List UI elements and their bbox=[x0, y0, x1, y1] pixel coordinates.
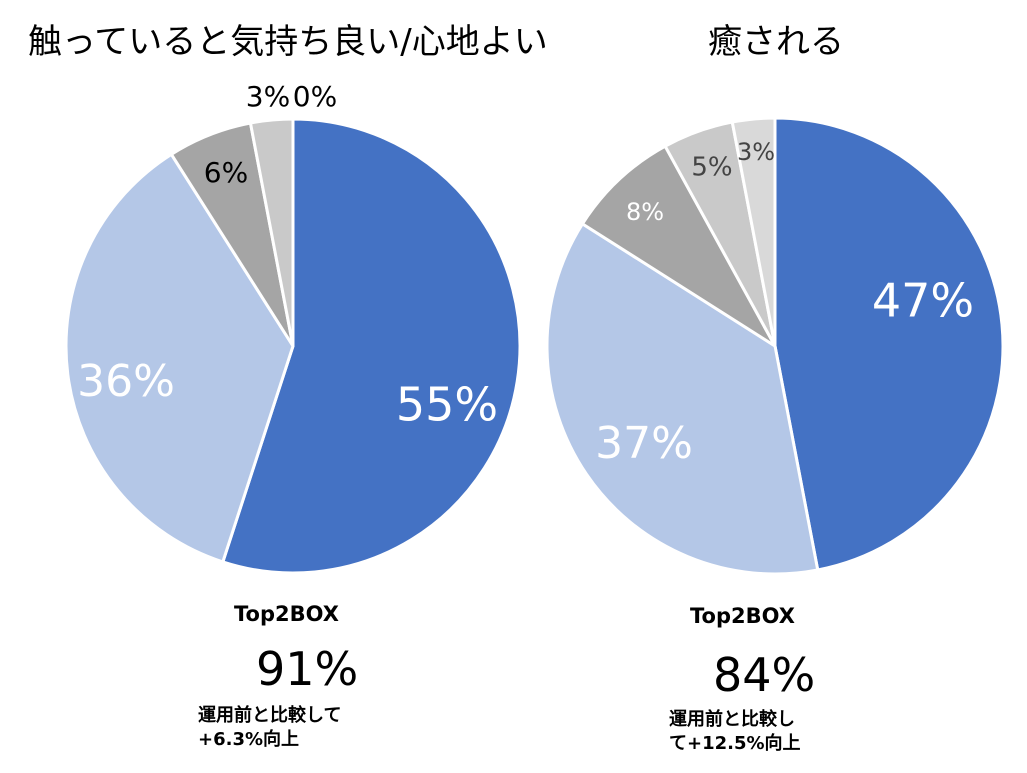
right-pie-label-3: 8% bbox=[626, 198, 664, 226]
left-pie-slice-2 bbox=[64, 152, 295, 564]
left-note-line-1: 運用前と比較して bbox=[198, 705, 342, 726]
left-pie-label-1: 55% bbox=[396, 378, 498, 432]
right-pie-label-4: 5% bbox=[691, 153, 732, 183]
left-top2box-value: 91% bbox=[256, 642, 359, 696]
right-pie-chart: 47% 37% 8% 5%3% bbox=[545, 116, 1005, 576]
right-note-line-1: 運用前と比較し bbox=[669, 709, 795, 730]
left-note: 運用前と比較して +6.3%向上 bbox=[198, 704, 341, 752]
right-top2box-label: Top2BOX bbox=[690, 604, 795, 628]
right-note: 運用前と比較し て+12.5%向上 bbox=[669, 708, 801, 756]
left-pie-chart: 55% 36% 6% 3% 0% bbox=[64, 80, 522, 575]
right-pie-slice-5 bbox=[730, 116, 777, 348]
right-top2box-value: 84% bbox=[713, 648, 816, 702]
left-pie-label-2: 36% bbox=[77, 356, 175, 407]
left-note-line-2: +6.3%向上 bbox=[198, 729, 300, 750]
left-chart-title: 触っていると気持ち良い/心地よい bbox=[28, 22, 548, 62]
left-pie-label-3: 6% bbox=[204, 156, 248, 189]
right-pie-label-5: 3% bbox=[737, 138, 775, 166]
right-pie-label-2: 37% bbox=[595, 418, 693, 469]
left-top2box-label: Top2BOX bbox=[234, 602, 339, 626]
left-pie-slice-4 bbox=[248, 117, 295, 348]
right-note-line-2: て+12.5%向上 bbox=[669, 733, 801, 754]
right-pie-slice-1 bbox=[773, 116, 1005, 572]
right-pie-label-1: 47% bbox=[872, 274, 974, 328]
right-pie-slice-3 bbox=[580, 144, 777, 348]
left-pie-label-4: 3% bbox=[246, 80, 290, 113]
right-chart-title: 癒される bbox=[708, 22, 844, 62]
left-pie-slice-1 bbox=[221, 117, 522, 575]
right-pie-slice-2 bbox=[545, 222, 820, 576]
left-pie-label-5: 0% bbox=[293, 80, 337, 113]
